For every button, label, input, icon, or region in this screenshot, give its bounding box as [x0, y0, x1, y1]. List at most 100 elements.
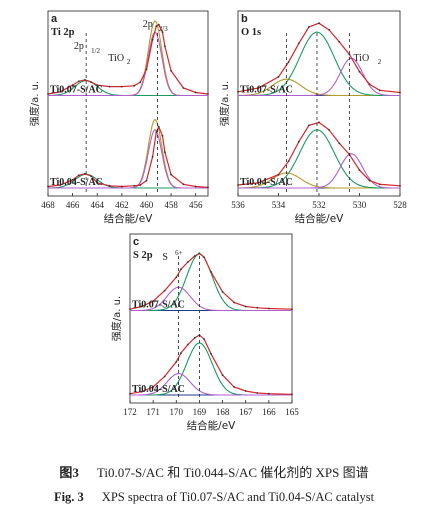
x-tick-label: 165	[285, 407, 299, 417]
x-tick-label: 458	[164, 200, 178, 210]
data-point	[129, 308, 131, 311]
data-point	[268, 307, 270, 310]
data-point	[151, 155, 154, 158]
caption-text-en: XPS spectra of Ti0.07-S/AC and Ti0.04-S/…	[101, 490, 375, 504]
figure-caption-en: Fig. 3 XPS spectra of Ti0.07-S/AC and Ti0…	[0, 490, 428, 505]
panel-letter: c	[133, 236, 139, 248]
data-point	[164, 45, 166, 48]
data-point	[47, 93, 49, 95]
data-point	[399, 91, 401, 94]
data-point	[71, 84, 74, 86]
data-point	[308, 124, 310, 127]
data-point	[155, 25, 158, 28]
x-tick-label: 169	[193, 407, 207, 417]
data-point	[237, 184, 239, 186]
data-point	[210, 352, 212, 355]
envelope-line	[237, 121, 401, 187]
data-point	[291, 308, 293, 311]
data-point	[244, 305, 247, 308]
data-point	[399, 184, 401, 187]
fit-component	[48, 129, 208, 189]
data-point	[133, 184, 136, 187]
y-axis-label: 强度/a. u.	[218, 81, 231, 126]
data-point	[291, 393, 293, 396]
data-point	[198, 252, 201, 255]
data-point	[180, 268, 182, 271]
data-point	[133, 84, 136, 87]
data-point	[277, 76, 280, 78]
data-point	[287, 160, 290, 163]
x-tick-label: 172	[123, 407, 137, 417]
data-point	[145, 179, 148, 182]
x-tick-label: 532	[312, 200, 326, 210]
annotation: S	[162, 252, 168, 263]
data-point	[378, 183, 381, 186]
data-point	[139, 184, 142, 186]
panel-a: 468 466 464 462 460 458 456 结合能/eV 强度/a. u. a Ti 2…	[28, 10, 209, 225]
data-point	[59, 90, 62, 93]
x-tick-label: 460	[140, 200, 154, 210]
data-point	[157, 126, 160, 128]
annotation-sub: 2/3	[159, 25, 168, 33]
data-point	[140, 390, 143, 393]
data-point	[368, 179, 371, 182]
panel-letter: b	[241, 13, 248, 25]
panel-letter: a	[51, 13, 58, 25]
x-tick-label: 167	[239, 407, 253, 417]
region-label: S 2p	[133, 250, 153, 261]
caption-label-en: Fig. 3	[53, 490, 84, 504]
data-point	[175, 360, 178, 363]
data-point	[358, 70, 361, 73]
data-point	[203, 256, 206, 259]
x-tick-label: 534	[272, 200, 286, 210]
data-point	[145, 68, 148, 71]
data-point	[257, 181, 260, 184]
data-point	[297, 140, 300, 143]
data-point	[152, 386, 155, 388]
data-point	[59, 184, 62, 186]
data-point	[210, 271, 212, 273]
series-label: Ti0.07-S/AC	[240, 85, 293, 96]
figure-caption-cn: 图3 Ti0.07-S/AC 和 Ti0.044-S/AC 催化剂的 XPS 图谱	[0, 462, 428, 481]
x-tick-label: 166	[262, 407, 276, 417]
data-point	[77, 174, 80, 177]
envelope-line	[237, 22, 401, 94]
data-point	[120, 185, 123, 188]
data-point	[96, 181, 99, 184]
data-point	[193, 255, 196, 257]
data-point	[193, 336, 196, 339]
data-point	[170, 173, 173, 176]
data-point	[203, 338, 206, 340]
fit-component	[48, 31, 208, 97]
annotation: TiO	[108, 53, 124, 64]
series-label: Ti0.04-S/AC	[50, 177, 103, 188]
data-point	[161, 31, 164, 34]
data-point	[187, 343, 189, 346]
data-point	[338, 142, 341, 145]
plot-frame	[129, 233, 293, 404]
fit-component	[130, 373, 292, 396]
series-label: Ti0.07-S/AC	[50, 85, 103, 96]
data-point	[96, 84, 99, 86]
x-tick-label: 170	[170, 407, 184, 417]
annotation: 2p	[143, 19, 153, 30]
data-point	[155, 131, 158, 134]
data-point	[139, 81, 142, 83]
x-tick-label: 464	[90, 200, 104, 210]
data-point	[378, 89, 381, 92]
plot-frame	[47, 10, 209, 197]
data-point	[207, 186, 209, 189]
data-point	[84, 79, 86, 81]
fit-component	[238, 153, 400, 189]
data-point	[328, 129, 330, 131]
x-axis-label: 结合能/eV	[187, 419, 236, 432]
data-point	[277, 173, 280, 176]
data-point	[287, 61, 290, 63]
data-point	[256, 392, 259, 394]
region-label: O 1s	[241, 27, 261, 38]
annotation: 2p	[74, 41, 84, 52]
data-point	[194, 91, 197, 94]
data-point	[161, 134, 164, 137]
data-point	[221, 291, 224, 293]
